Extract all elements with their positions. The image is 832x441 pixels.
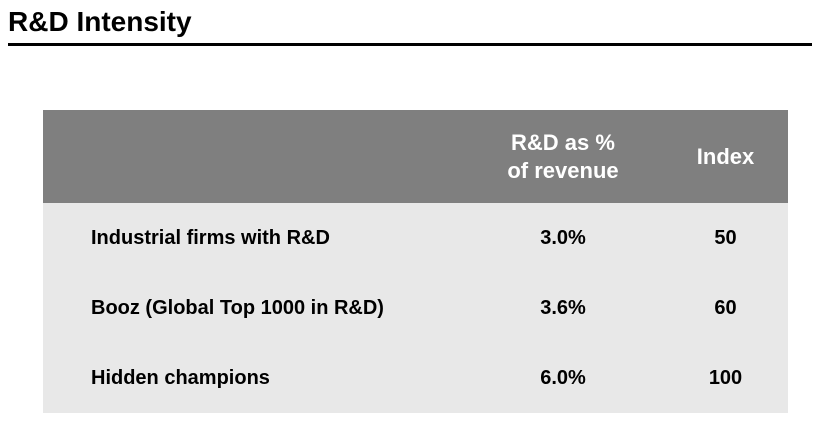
row-label: Hidden champions xyxy=(91,366,270,389)
rd-intensity-table: R&D as % of revenue Index Industrial fir… xyxy=(43,110,788,413)
row-label: Booz (Global Top 1000 in R&D) xyxy=(91,296,384,319)
row-label: Industrial firms with R&D xyxy=(91,226,330,249)
table-body: Industrial firms with R&D 3.0% 50 Booz (… xyxy=(43,203,788,413)
header-rd-pct-line1: R&D as % xyxy=(511,130,615,155)
page-title: R&D Intensity xyxy=(8,6,192,37)
cell-rd-pct: 3.6% xyxy=(540,296,586,319)
table-row: Hidden champions 6.0% 100 xyxy=(43,343,788,413)
header-cell-rd-pct: R&D as % of revenue xyxy=(463,129,663,184)
title-underline xyxy=(8,43,812,46)
cell-rd-pct: 3.0% xyxy=(540,226,586,249)
header-rd-pct-line2: of revenue xyxy=(507,157,619,183)
cell-index: 50 xyxy=(714,226,737,249)
cell-index: 100 xyxy=(708,366,743,389)
table-header-row: R&D as % of revenue Index xyxy=(43,110,788,203)
table-row: Booz (Global Top 1000 in R&D) 3.6% 60 xyxy=(43,273,788,343)
cell-rd-pct: 6.0% xyxy=(540,366,586,389)
header-cell-index: Index xyxy=(696,143,755,169)
table-row: Industrial firms with R&D 3.0% 50 xyxy=(43,203,788,273)
cell-index: 60 xyxy=(714,296,737,319)
